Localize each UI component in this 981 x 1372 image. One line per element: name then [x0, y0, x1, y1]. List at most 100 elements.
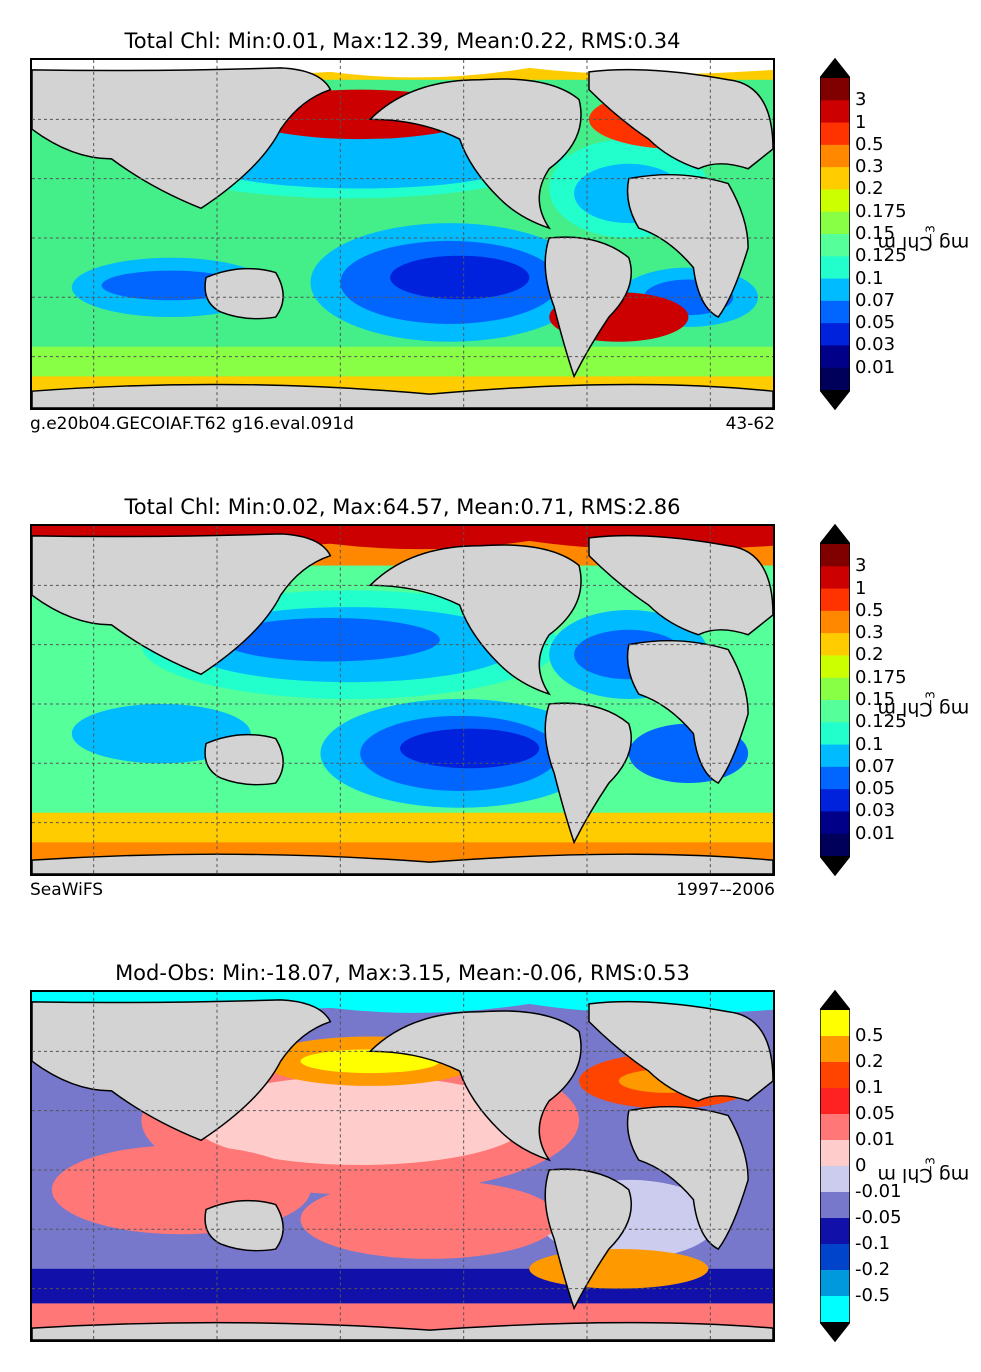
- colorbar: [820, 58, 850, 410]
- colorbar-segment: [820, 144, 850, 168]
- colorbar-tick-label: 0.15: [855, 223, 896, 244]
- colorbar-segment: [820, 633, 850, 656]
- colorbar-tick-label: -0.05: [855, 1207, 902, 1228]
- colorbar-tick-label: 0.125: [855, 245, 907, 267]
- colorbar-extend-bottom: [820, 1322, 850, 1342]
- colorbar-segment: [820, 744, 850, 768]
- colorbar-tick-label: 3: [855, 555, 867, 577]
- colorbar-tick-label: 0.01: [855, 1129, 896, 1150]
- colorbar-frame: [820, 524, 850, 876]
- map-diff: [30, 990, 775, 1342]
- colorbar-tick-label: 0.05: [855, 1103, 896, 1124]
- panel-title: Total Chl: Min:0.01, Max:12.39, Mean:0.2…: [124, 29, 681, 53]
- colorbar-segment: [820, 1114, 850, 1141]
- colorbar-segment: [820, 1010, 850, 1037]
- map-canvas: [32, 992, 773, 1340]
- colorbar-segment: [820, 300, 850, 324]
- colorbar-tick-label: 0.3: [855, 156, 884, 178]
- colorbar-segment: [820, 677, 850, 701]
- colorbar-tick-label: 0.3: [855, 622, 884, 644]
- colorbar-tick-label: 0.5: [855, 599, 884, 621]
- colorbar-segment: [820, 722, 850, 746]
- colorbar-frame: [820, 58, 850, 410]
- colorbar-segment: [820, 811, 850, 835]
- colorbar-segment: [820, 1192, 850, 1219]
- colorbar-ticks: 0.5 0.2 0.1 0.05 0.01 0 -0.01 -0.05 -0.1 -0.2 -0.5: [855, 990, 935, 1342]
- colorbar-tick-label: 0.03: [855, 800, 896, 822]
- colorbar-tick-label: 0.5: [855, 1025, 884, 1046]
- colorbar-segment: [820, 1062, 850, 1089]
- map-obs: [30, 524, 775, 876]
- colorbar-tick-label: 0.07: [855, 289, 896, 311]
- colorbar-tick-label: 0.05: [855, 778, 896, 800]
- colorbar-tick-label: 0.2: [855, 1051, 884, 1072]
- colorbar-segment: [820, 1088, 850, 1115]
- colorbar-segment: [820, 167, 850, 190]
- colorbar-tick-label: 0.175: [855, 666, 907, 688]
- panel-obs: Total Chl: Min:0.02, Max:64.57, Mean:0.7…: [0, 466, 981, 916]
- colorbar-segment: [820, 211, 850, 235]
- colorbar-ticks: 3 1 0.5 0.3 0.2 0.175 0.15 0.125 0.1 0.07 0.05 0.03…: [855, 58, 935, 410]
- colorbar-tick-label: 0: [855, 1155, 867, 1176]
- colorbar-segment: [820, 278, 850, 302]
- colorbar-tick-label: 0.2: [855, 178, 884, 200]
- panel-model: Total Chl: Min:0.01, Max:12.39, Mean:0.2…: [0, 0, 981, 450]
- colorbar-segment: [820, 1296, 850, 1323]
- colorbar: [820, 524, 850, 876]
- colorbar-segment: [820, 189, 850, 213]
- colorbar-segment: [820, 766, 850, 790]
- caption-right: 1997--2006: [676, 880, 775, 900]
- colorbar-segment: [820, 789, 850, 812]
- colorbar-tick-label: 1: [855, 577, 867, 599]
- colorbar-tick-label: 0.1: [855, 733, 884, 755]
- colorbar-tick-label: 0.125: [855, 711, 907, 733]
- colorbar-segment: [820, 78, 850, 101]
- colorbar-segment: [820, 1270, 850, 1297]
- colorbar-segment: [820, 100, 850, 124]
- panel-diff: Mod-Obs: Min:-18.07, Max:3.15, Mean:-0.0…: [0, 932, 981, 1372]
- colorbar-segment: [820, 610, 850, 634]
- caption-left: SeaWiFS: [30, 880, 104, 900]
- colorbar-segment: [820, 1218, 850, 1245]
- colorbar-extend-top: [820, 58, 850, 78]
- colorbar-segment: [820, 700, 850, 723]
- colorbar-extend-top: [820, 524, 850, 544]
- colorbar-tick-label: 0.05: [855, 312, 896, 334]
- colorbar-tick-label: 0.1: [855, 1077, 884, 1098]
- colorbar-extend-bottom: [820, 390, 850, 410]
- colorbar-tick-label: 0.2: [855, 644, 884, 666]
- colorbar-tick-label: 0.01: [855, 356, 896, 378]
- colorbar-tick-label: 0.01: [855, 822, 896, 844]
- colorbar-segment: [820, 256, 850, 280]
- caption-left: g.e20b04.GECOIAF.T62 g16.eval.091d: [30, 414, 354, 434]
- colorbar-tick-label: 0.07: [855, 755, 896, 777]
- colorbar-segment: [820, 367, 850, 391]
- panel-title: Total Chl: Min:0.02, Max:64.57, Mean:0.7…: [124, 495, 681, 519]
- colorbar-segment: [820, 345, 850, 369]
- map-model: [30, 58, 775, 410]
- unit-label: mg Chl m: [877, 1163, 970, 1186]
- colorbar-segment: [820, 544, 850, 567]
- colorbar-tick-label: 0.15: [855, 689, 896, 710]
- colorbar-frame: [820, 990, 850, 1342]
- colorbar-segment: [820, 323, 850, 346]
- colorbar-canvas: [820, 524, 850, 876]
- panel-title: Mod-Obs: Min:-18.07, Max:3.15, Mean:-0.0…: [115, 961, 690, 985]
- colorbar-tick-label: 0.03: [855, 334, 896, 356]
- unit-label: mg Chl m: [877, 697, 970, 720]
- caption-right: 43-62: [725, 414, 775, 434]
- colorbar-extend-bottom: [820, 856, 850, 876]
- colorbar-tick-label: 0.1: [855, 267, 884, 289]
- colorbar-canvas: [820, 990, 850, 1342]
- colorbar-tick-label: -0.5: [855, 1285, 891, 1306]
- colorbar-segment: [820, 1140, 850, 1167]
- colorbar-tick-label: -0.1: [855, 1233, 891, 1254]
- colorbar-tick-label: -0.01: [855, 1181, 902, 1202]
- colorbar-ticks: 3 1 0.5 0.3 0.2 0.175 0.15 0.125 0.1 0.07 0.05 0.03…: [855, 524, 935, 876]
- colorbar-canvas: [820, 58, 850, 410]
- colorbar-tick-label: -0.2: [855, 1259, 891, 1280]
- colorbar-segment: [820, 833, 850, 857]
- colorbar-tick-label: 1: [855, 111, 867, 133]
- unit-label: mg Chl m: [877, 231, 970, 254]
- colorbar-tick-label: 3: [855, 89, 867, 111]
